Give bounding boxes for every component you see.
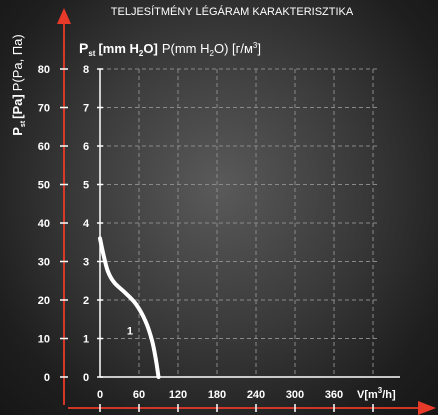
x-tick-label: 0 [97,389,103,401]
outer-x-arrow-icon [418,401,436,415]
inner-y-tick-label: 0 [83,372,89,384]
axes [57,8,436,415]
inner-y-tick-label: 4 [83,218,90,230]
outer-y-tick-label: 50 [38,180,50,192]
outer-y-tick-label: 60 [38,141,50,153]
x-tick-label: 180 [208,389,226,401]
x-tick-label: 360 [325,389,343,401]
outer-y-arrow-icon [57,8,71,24]
series: 1 [98,236,161,379]
x-tick-label: 240 [247,389,265,401]
outer-y-tick-label: 20 [38,295,50,307]
outer-y-tick-label: 80 [38,64,50,76]
inner-y-tick-label: 7 [83,103,89,115]
series-line-1 [98,236,161,379]
grid [100,68,380,377]
x-tick-label: 120 [169,389,187,401]
x-tick-label: 300 [286,389,304,401]
x-axis-label: V[m3/h] [357,386,396,401]
inner-y-tick-label: 1 [83,334,89,346]
inner-y-tick-label: 5 [83,180,89,192]
outer-y-tick-label: 40 [38,218,50,230]
inner-y-axis-label: Pst [mm H2O] P(mm H2O) [г/м3] [79,40,261,58]
outer-y-tick-label: 0 [44,372,50,384]
outer-y-tick-label: 70 [38,103,50,115]
inner-y-tick-label: 8 [83,64,89,76]
outer-y-tick-label: 30 [38,257,50,269]
series-label-1: 1 [127,326,133,338]
inner-y-tick-label: 6 [83,141,89,153]
inner-y-tick-label: 2 [83,295,89,307]
chart-title: TELJESÍTMÉNY LÉGÁRAM KARAKTERISZTIKA [111,5,354,18]
x-tick-label: 60 [133,389,145,401]
outer-y-axis-label: Pst[Pa]P(Pa, Па) [10,34,27,136]
inner-y-tick-label: 3 [83,257,89,269]
outer-y-tick-label: 10 [38,334,50,346]
